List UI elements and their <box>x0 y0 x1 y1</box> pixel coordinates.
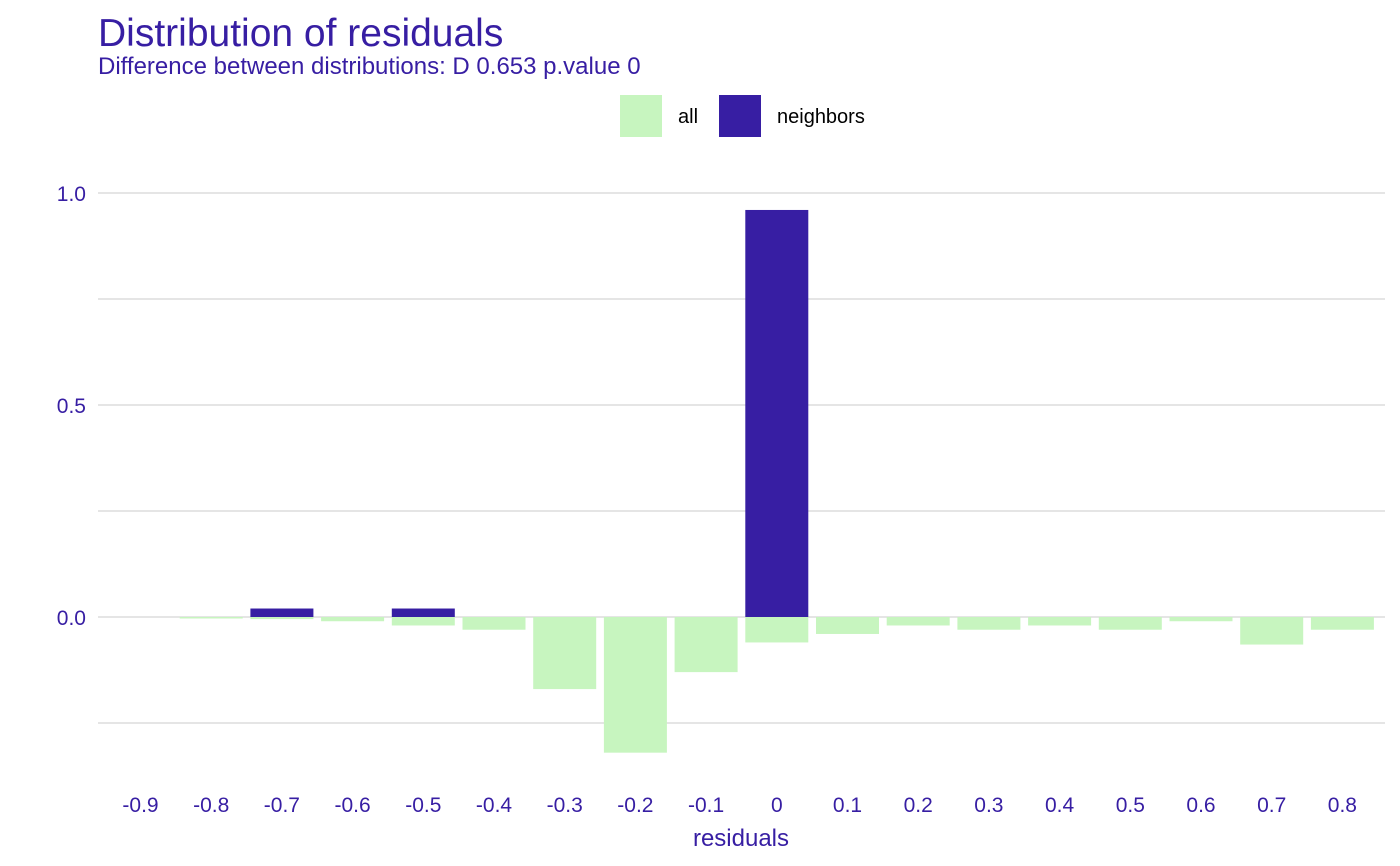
bar-all--0.7 <box>250 617 314 620</box>
legend: all neighbors <box>620 95 865 137</box>
bar-neighbors--0.7 <box>250 608 314 617</box>
legend-swatch-neighbors <box>719 95 761 137</box>
y-tick-label: 0.5 <box>57 395 86 418</box>
bar-all-0.2 <box>886 617 950 626</box>
x-tick-label: 0.6 <box>1186 794 1215 817</box>
bar-all-0.5 <box>1098 617 1162 630</box>
x-tick-label: -0.7 <box>264 794 300 817</box>
bar-neighbors-0 <box>745 209 809 617</box>
bar-all--0.4 <box>462 617 526 630</box>
x-tick-label: -0.4 <box>476 794 513 817</box>
x-tick-label: -0.6 <box>335 794 371 817</box>
x-tick-label: 0.7 <box>1257 794 1286 817</box>
bar-all--0.1 <box>674 617 738 673</box>
y-tick-label: 0.0 <box>57 607 86 630</box>
bar-all-0.3 <box>957 617 1021 630</box>
x-tick-label: -0.2 <box>617 794 653 817</box>
x-tick-label: -0.1 <box>688 794 724 817</box>
x-tick-label: 0 <box>771 794 783 817</box>
bar-all--0.2 <box>603 617 667 753</box>
x-tick-label: -0.9 <box>122 794 158 817</box>
x-tick-label: 0.4 <box>1045 794 1075 817</box>
legend-label-neighbors: neighbors <box>777 106 865 128</box>
bar-all-0.6 <box>1169 617 1233 622</box>
x-axis-ticks: -0.9 -0.8 -0.7 -0.6 -0.5 -0.4 -0.3 -0.2 -0.1 0 0.1… <box>122 794 1357 817</box>
bar-all-0.7 <box>1240 617 1304 645</box>
x-tick-label: -0.8 <box>193 794 229 817</box>
bar-neighbors--0.5 <box>391 608 455 617</box>
y-tick-label: 1.0 <box>57 183 86 206</box>
bars <box>179 209 1374 753</box>
chart-subtitle: Difference between distributions: D 0.65… <box>98 53 641 80</box>
x-tick-label: 0.2 <box>904 794 933 817</box>
bar-all--0.8 <box>179 617 243 619</box>
bar-all-0.4 <box>1028 617 1092 626</box>
x-tick-label: -0.5 <box>405 794 441 817</box>
grid-lines <box>98 192 1385 724</box>
bar-all--0.3 <box>533 617 597 690</box>
x-tick-label: 0.3 <box>974 794 1003 817</box>
legend-swatch-all <box>620 95 662 137</box>
bar-all--0.6 <box>321 617 385 622</box>
bar-all--0.5 <box>391 617 455 626</box>
x-axis-title: residuals <box>693 825 789 852</box>
x-tick-label: 0.5 <box>1116 794 1145 817</box>
chart-title: Distribution of residuals <box>98 12 504 55</box>
x-tick-label: 0.8 <box>1328 794 1357 817</box>
x-tick-label: -0.3 <box>547 794 583 817</box>
bar-all-0.1 <box>816 617 879 634</box>
bar-all-0.8 <box>1310 617 1374 630</box>
y-axis-ticks: 0.0 0.5 1.0 <box>57 183 86 630</box>
legend-label-all: all <box>678 106 698 128</box>
bar-all-0 <box>745 617 809 643</box>
x-tick-label: 0.1 <box>833 794 862 817</box>
